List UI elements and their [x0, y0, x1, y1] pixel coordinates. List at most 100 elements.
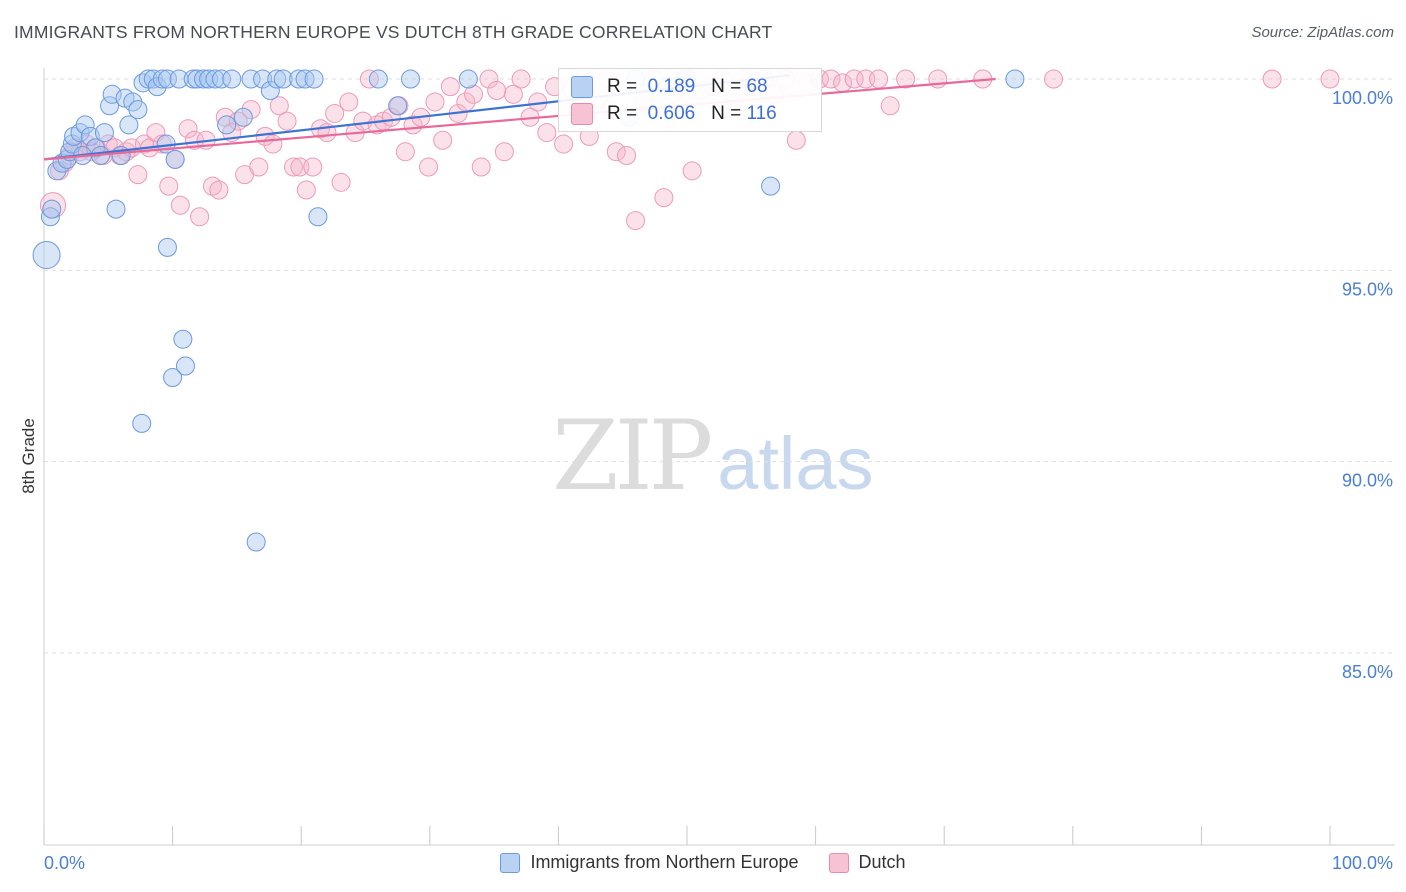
dutch-point	[821, 69, 841, 89]
y-tick-label: 85.0%	[1342, 662, 1393, 682]
dutch-point	[395, 142, 415, 162]
northern-europe-point	[128, 100, 148, 120]
dutch-point	[209, 180, 229, 200]
dutch-point	[433, 130, 453, 150]
dutch-point	[303, 157, 323, 177]
northern-europe-point	[102, 84, 122, 104]
stats-r-value-blue: 0.189	[647, 76, 696, 97]
dutch-point	[184, 130, 204, 150]
northern-europe-point	[119, 115, 139, 135]
stats-r-label-blue: R =	[607, 76, 638, 97]
dutch-trend-line	[43, 77, 996, 161]
northern-europe-point	[222, 69, 242, 89]
northern-europe-point	[401, 69, 421, 89]
dutch-point	[682, 161, 702, 181]
dutch-point	[464, 84, 484, 104]
dutch-point	[511, 69, 531, 89]
y-tick-label: 100.0%	[1332, 88, 1393, 108]
dutch-point	[353, 111, 373, 131]
dutch-point	[325, 103, 345, 123]
northern-europe-point	[308, 207, 328, 227]
dutch-point	[554, 134, 574, 154]
stats-swatch-pink	[571, 103, 593, 125]
stats-swatch-blue	[571, 76, 593, 98]
northern-europe-point	[75, 115, 95, 135]
axes	[43, 68, 1395, 846]
dutch-point	[296, 180, 316, 200]
northern-europe-point	[157, 69, 177, 89]
stats-r-value-pink: 0.606	[647, 103, 696, 124]
dutch-point	[1320, 69, 1340, 89]
dutch-point	[880, 96, 900, 116]
stats-n-value-pink: 116	[746, 103, 777, 124]
northern-europe-point	[40, 207, 60, 227]
dutch-point	[1262, 69, 1282, 89]
northern-europe-point	[246, 532, 266, 552]
dutch-point	[869, 69, 889, 89]
dutch-point	[896, 69, 916, 89]
northern-europe-point	[165, 149, 185, 169]
dutch-point	[190, 207, 210, 227]
northern-europe-point	[233, 107, 253, 127]
watermark: ZIP atlas	[552, 400, 874, 512]
stats-n-label-pink: N =	[711, 103, 742, 124]
northern-europe-point	[368, 69, 388, 89]
northern-europe-point	[205, 69, 225, 89]
stats-n-value-blue: 68	[746, 76, 768, 97]
northern-europe-point	[157, 237, 177, 257]
dutch-point	[537, 123, 557, 143]
dutch-point	[178, 119, 198, 139]
northern-europe-point	[80, 126, 100, 146]
gridlines	[44, 78, 1395, 654]
northern-europe-point	[241, 69, 261, 89]
tick-labels: 100.0% 95.0% 90.0% 85.0% 0.0% 100.0% 8th Grade	[19, 88, 1393, 873]
northern-europe-point	[388, 96, 408, 116]
dutch-point	[425, 92, 445, 112]
legend-swatch-pink	[828, 852, 849, 873]
dutch-point	[626, 211, 646, 231]
dutch-point	[128, 165, 148, 185]
dutch-point	[170, 195, 190, 215]
stats-box: R = 0.189 N = 68 R = 0.606 N = 116	[558, 68, 822, 132]
northern-europe-point	[106, 199, 126, 219]
dutch-point	[503, 84, 523, 104]
dutch-point	[786, 130, 806, 150]
dutch-point	[228, 111, 248, 131]
x-tick-label-max: 100.0%	[1332, 853, 1393, 873]
northern-europe-point	[32, 241, 61, 270]
dutch-point	[277, 111, 297, 131]
northern-europe-point	[253, 69, 273, 89]
northern-europe-point	[163, 367, 183, 387]
dutch-point	[249, 157, 269, 177]
legend: Immigrants from Northern Europe Dutch	[0, 852, 1406, 873]
northern-europe-point	[173, 329, 193, 349]
northern-europe-point	[289, 69, 309, 89]
legend-label-northern-europe: Immigrants from Northern Europe	[530, 852, 799, 872]
northern-europe-point	[761, 176, 781, 196]
northern-europe-point	[42, 199, 62, 219]
northern-europe-point	[94, 123, 114, 143]
y-tick-label: 95.0%	[1342, 279, 1393, 299]
dutch-point	[494, 142, 514, 162]
chart-title: IMMIGRANTS FROM NORTHERN EUROPE VS DUTCH…	[14, 22, 773, 42]
stats-row-pink: R = 0.606 N = 116	[571, 101, 777, 127]
dutch-point	[471, 157, 491, 177]
y-axis-label: 8th Grade	[19, 418, 38, 494]
northern-europe-point	[304, 69, 324, 89]
northern-europe-point	[211, 69, 231, 89]
northern-europe-point	[267, 69, 287, 89]
stats-n-label-blue: N =	[711, 76, 742, 97]
watermark-zip: ZIP	[552, 400, 713, 512]
northern-europe-point	[133, 73, 153, 93]
dutch-point	[269, 96, 289, 116]
legend-item-dutch: Dutch	[828, 852, 906, 873]
dutch-point	[241, 100, 261, 120]
northern-europe-point	[273, 69, 293, 89]
dutch-point	[617, 146, 637, 166]
dutch-point	[844, 69, 864, 89]
northern-europe-point	[152, 69, 172, 89]
dutch-point	[479, 69, 499, 89]
dutch-point	[339, 92, 359, 112]
dutch-point	[159, 176, 179, 196]
